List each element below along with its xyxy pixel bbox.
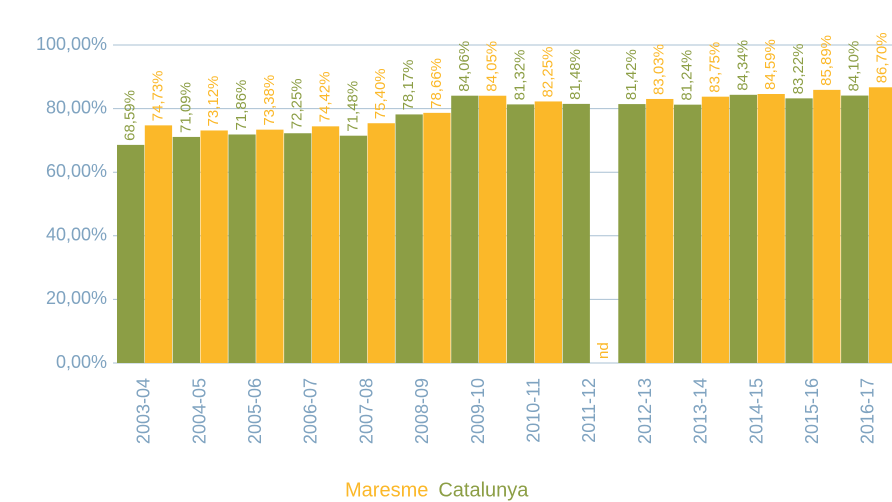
bar [144, 125, 173, 363]
value-label: 83,75% [706, 42, 723, 93]
value-label: 81,24% [679, 50, 696, 101]
bar [172, 136, 200, 363]
x-tick-label: 2013-14 [691, 378, 711, 444]
bar [367, 123, 395, 363]
value-label: 71,09% [177, 82, 194, 133]
value-label: 73,38% [261, 75, 278, 126]
x-tick-label: 2012-13 [635, 378, 655, 444]
bar [479, 95, 507, 363]
value-label: 81,32% [512, 50, 529, 101]
bar [534, 101, 562, 363]
x-tick-label: 2010-11 [524, 378, 544, 443]
value-label: 81,42% [623, 49, 640, 100]
bar [284, 133, 312, 363]
y-tick-label: 20,00% [46, 288, 107, 308]
value-label: 68,59% [122, 90, 139, 141]
value-label: 84,10% [846, 41, 863, 92]
value-label: 72,25% [289, 78, 306, 129]
bar [228, 134, 256, 363]
bar [395, 114, 423, 363]
value-label: 83,22% [790, 43, 807, 94]
bar [311, 126, 340, 364]
x-tick-label: 2004-05 [189, 378, 209, 444]
value-label: 78,66% [428, 58, 445, 109]
x-tick-label: 2011-12 [579, 378, 599, 443]
bar [618, 104, 646, 363]
x-tick-label: 2003-04 [134, 378, 154, 444]
y-tick-label: 0,00% [56, 352, 107, 372]
value-label: 83,03% [651, 44, 668, 95]
x-tick-label: 2009-10 [468, 378, 488, 444]
bar [423, 112, 451, 363]
x-tick-label: 2014-15 [746, 378, 766, 444]
value-label: 74,42% [317, 71, 334, 122]
x-tick-label: 2015-16 [802, 378, 822, 444]
y-tick-label: 60,00% [46, 161, 107, 181]
value-label: 71,48% [344, 81, 361, 132]
value-label: 82,25% [539, 47, 556, 98]
bar [646, 98, 674, 363]
value-label: 75,40% [372, 68, 389, 119]
bar [506, 104, 535, 363]
value-label: 84,06% [456, 41, 473, 92]
bar [813, 89, 841, 363]
x-tick-label: 2008-09 [412, 378, 432, 444]
value-label: 74,73% [149, 70, 166, 121]
x-tick-label: 2005-06 [245, 378, 265, 444]
value-label: 84,34% [734, 40, 751, 91]
legend-entry: Maresme [345, 479, 428, 501]
value-label: 78,17% [400, 60, 417, 111]
bar [200, 130, 228, 363]
value-label: 81,48% [567, 49, 584, 100]
bar [785, 98, 813, 363]
value-label: nd [595, 342, 612, 359]
bar [562, 103, 590, 363]
value-label: 85,89% [818, 35, 835, 86]
value-label: 86,70% [874, 32, 891, 83]
bar [339, 135, 368, 363]
y-tick-label: 40,00% [46, 225, 107, 245]
y-tick-label: 80,00% [46, 97, 107, 117]
value-label: 71,86% [233, 80, 250, 131]
x-tick-label: 2006-07 [301, 378, 321, 444]
bar [674, 104, 702, 363]
x-tick-label: 2007-08 [356, 378, 376, 444]
bar [729, 94, 757, 363]
bar [451, 95, 479, 363]
bar [701, 96, 730, 364]
bar [757, 94, 785, 364]
value-label: 84,59% [762, 39, 779, 90]
value-label: 73,12% [205, 76, 222, 127]
value-label: 84,05% [484, 41, 501, 92]
bar [841, 95, 869, 363]
bar [256, 129, 284, 363]
bar [117, 144, 145, 363]
y-tick-label: 100,00% [36, 34, 107, 54]
legend-entry: Catalunya [438, 479, 529, 501]
bar [868, 87, 892, 363]
x-tick-label: 2016-17 [858, 378, 878, 444]
